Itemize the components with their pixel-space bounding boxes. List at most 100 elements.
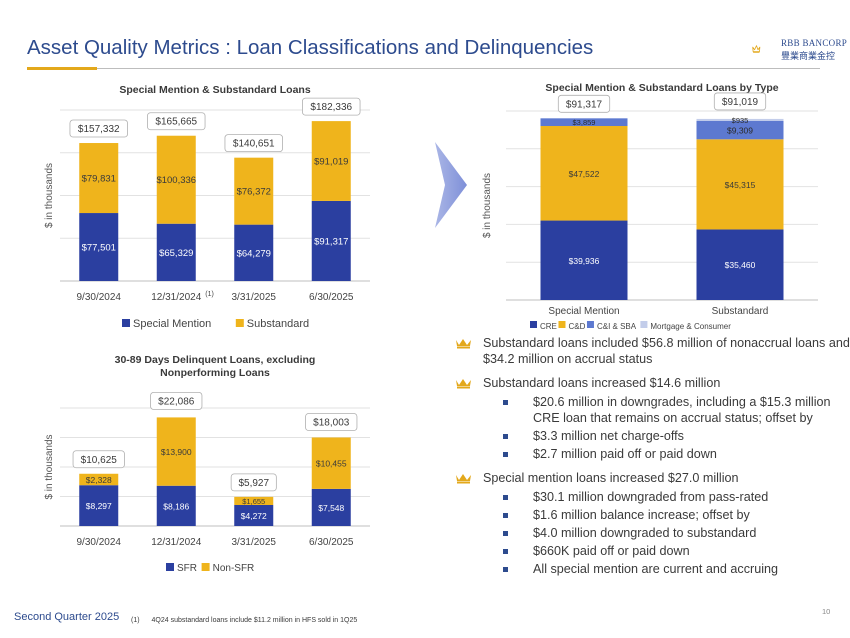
legend-label: C&I & SBA bbox=[597, 322, 637, 331]
bar-segment bbox=[311, 200, 351, 281]
total-label: $157,332 bbox=[78, 124, 120, 135]
data-label: $8,297 bbox=[86, 501, 112, 511]
data-label: $100,336 bbox=[156, 175, 196, 186]
category-label: 12/31/2024 bbox=[151, 292, 201, 303]
bullet-item: Substandard loans increased $14.6 millio… bbox=[455, 375, 850, 462]
total-label: $91,019 bbox=[722, 97, 759, 108]
bar-segment bbox=[79, 143, 119, 214]
category-label: 9/30/2024 bbox=[77, 292, 122, 303]
bullet-item: Substandard loans included $56.8 million… bbox=[455, 335, 850, 367]
data-label: $45,315 bbox=[725, 180, 756, 190]
category-label: 3/31/2025 bbox=[232, 537, 277, 548]
data-label: $9,309 bbox=[727, 126, 753, 136]
special-substandard-chart: Special Mention & Substandard Loans $ in … bbox=[44, 84, 370, 330]
y-axis-label: $ in thousands bbox=[44, 163, 55, 228]
data-label: $77,501 bbox=[82, 243, 116, 254]
right-arrow-icon bbox=[435, 142, 467, 228]
logo-name: RBB BANCORP bbox=[781, 38, 848, 48]
bar-segment bbox=[311, 488, 351, 526]
category-label: 6/30/2025 bbox=[309, 537, 354, 548]
sub-bullet: $2.7 million paid off or paid down bbox=[483, 446, 850, 462]
data-label: $79,831 bbox=[82, 174, 116, 185]
bar-segment bbox=[156, 417, 196, 486]
data-label: $76,372 bbox=[237, 187, 271, 198]
chart-title: Special Mention & Substandard Loans bbox=[119, 84, 311, 96]
category-label: 12/31/2024 bbox=[151, 537, 201, 548]
bar-segment bbox=[234, 496, 274, 505]
bar-segment bbox=[311, 437, 351, 489]
y-axis-label: $ in thousands bbox=[44, 434, 55, 499]
data-label: $4,272 bbox=[241, 511, 267, 521]
legend-label: SFR bbox=[177, 563, 197, 574]
legend-swatch bbox=[558, 321, 566, 328]
data-label: $2,328 bbox=[86, 475, 112, 485]
category-label: Substandard bbox=[712, 306, 769, 317]
sub-bullet: $30.1 million downgraded from pass-rated bbox=[483, 489, 850, 505]
total-label: $140,651 bbox=[233, 139, 275, 150]
total-label: $182,336 bbox=[310, 102, 352, 113]
page-title: Asset Quality Metrics : Loan Classificat… bbox=[27, 36, 594, 59]
data-label: $1,655 bbox=[242, 497, 265, 506]
bar-segment bbox=[696, 229, 784, 300]
sub-bullet: $4.0 million downgraded to substandard bbox=[483, 525, 850, 541]
bar-segment bbox=[311, 121, 351, 201]
sub-bullet: All special mention are current and accr… bbox=[483, 561, 850, 577]
data-label: $64,279 bbox=[237, 248, 271, 259]
total-label: $10,625 bbox=[81, 455, 118, 466]
bullet-text: Substandard loans increased $14.6 millio… bbox=[483, 376, 721, 390]
bar-segment bbox=[156, 485, 196, 526]
crown-bullet-icon bbox=[456, 379, 471, 389]
sub-bullet: $1.6 million balance increase; offset by bbox=[483, 507, 850, 523]
bar-segment bbox=[540, 220, 628, 300]
legend-swatch bbox=[122, 319, 130, 327]
page-number: 10 bbox=[822, 607, 831, 616]
loans-by-type-chart: Special Mention & Substandard Loans by T… bbox=[482, 82, 818, 331]
bar-segment bbox=[156, 223, 196, 281]
chart-title: 30-89 Days Delinquent Loans, excluding bbox=[115, 354, 316, 366]
data-label: $91,019 bbox=[314, 157, 348, 168]
legend-label: Non-SFR bbox=[213, 563, 255, 574]
total-label: $5,927 bbox=[238, 478, 269, 489]
title-divider bbox=[97, 68, 820, 69]
data-label: $10,455 bbox=[316, 459, 347, 469]
sub-bullet: $660K paid off or paid down bbox=[483, 543, 850, 559]
footnote-text: 4Q24 substandard loans include $11.2 mil… bbox=[151, 617, 358, 624]
legend-label: Substandard bbox=[247, 318, 309, 330]
bar-segment bbox=[540, 118, 628, 127]
bar-segment bbox=[234, 157, 274, 225]
total-callout-box bbox=[305, 413, 358, 431]
total-callout-box bbox=[230, 473, 277, 492]
crown-logo-icon bbox=[752, 45, 761, 53]
footer-quarter: Second Quarter 2025 bbox=[14, 611, 120, 623]
total-label: $22,086 bbox=[158, 396, 195, 407]
delinquent-loans-chart: 30-89 Days Delinquent Loans, excluding No… bbox=[44, 354, 370, 574]
data-label: $13,900 bbox=[161, 447, 192, 457]
legend-label: C&D bbox=[568, 322, 585, 331]
total-label: $18,003 bbox=[313, 417, 350, 428]
category-label: 6/30/2025 bbox=[309, 292, 354, 303]
total-callout-box bbox=[224, 134, 283, 153]
bar-segment bbox=[234, 224, 274, 281]
total-callout-box bbox=[150, 392, 203, 410]
total-callout-box bbox=[147, 112, 206, 131]
total-callout-box bbox=[302, 97, 361, 116]
footnote: (1) 4Q24 substandard loans include $11.2… bbox=[131, 617, 357, 624]
logo-chinese-name: 豐業商業金控 bbox=[781, 51, 836, 61]
sub-bullet: $3.3 million net charge-offs bbox=[483, 428, 850, 444]
sub-bullet-list: $20.6 million in downgrades, including a… bbox=[483, 394, 850, 462]
category-superscript: (1) bbox=[205, 291, 214, 298]
bar-segment bbox=[696, 120, 784, 140]
bullet-item: Special mention loans increased $27.0 mi… bbox=[455, 470, 850, 577]
legend-label: Special Mention bbox=[133, 318, 211, 330]
bar-segment bbox=[696, 118, 784, 121]
category-label: 9/30/2024 bbox=[77, 537, 122, 548]
category-label: Special Mention bbox=[548, 306, 619, 317]
bar-segment bbox=[156, 135, 196, 224]
data-label: $47,522 bbox=[569, 169, 600, 179]
sub-bullet-list: $30.1 million downgraded from pass-rated… bbox=[483, 489, 850, 577]
crown-bullet-icon bbox=[456, 474, 471, 484]
bar-segment bbox=[79, 485, 119, 526]
total-label: $165,665 bbox=[155, 117, 197, 128]
legend-swatch bbox=[201, 563, 210, 571]
chart-title: Special Mention & Substandard Loans by T… bbox=[545, 82, 778, 94]
